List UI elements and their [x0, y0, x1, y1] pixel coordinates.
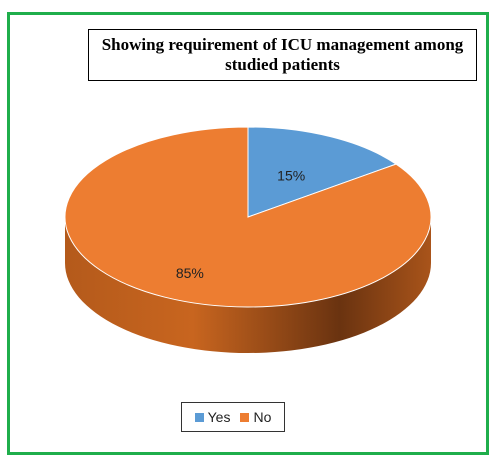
legend-label-no: No — [253, 409, 272, 425]
chart-legend: Yes No — [181, 402, 285, 432]
legend-label-yes: Yes — [207, 409, 231, 425]
legend-swatch-no — [240, 412, 250, 422]
pie-slice-yes — [247, 126, 398, 218]
chart-title-box: Showing requirement of ICU management am… — [88, 29, 477, 81]
legend-item-no: No — [240, 409, 271, 425]
data-label-yes: 15% — [277, 167, 305, 183]
legend-item-yes: Yes — [194, 409, 231, 425]
chart-title: Showing requirement of ICU management am… — [101, 35, 464, 74]
data-label-no: 85% — [176, 265, 204, 281]
pie-side-wall — [65, 217, 431, 353]
pie-slice-no — [64, 126, 432, 308]
legend-swatch-yes — [194, 412, 204, 422]
